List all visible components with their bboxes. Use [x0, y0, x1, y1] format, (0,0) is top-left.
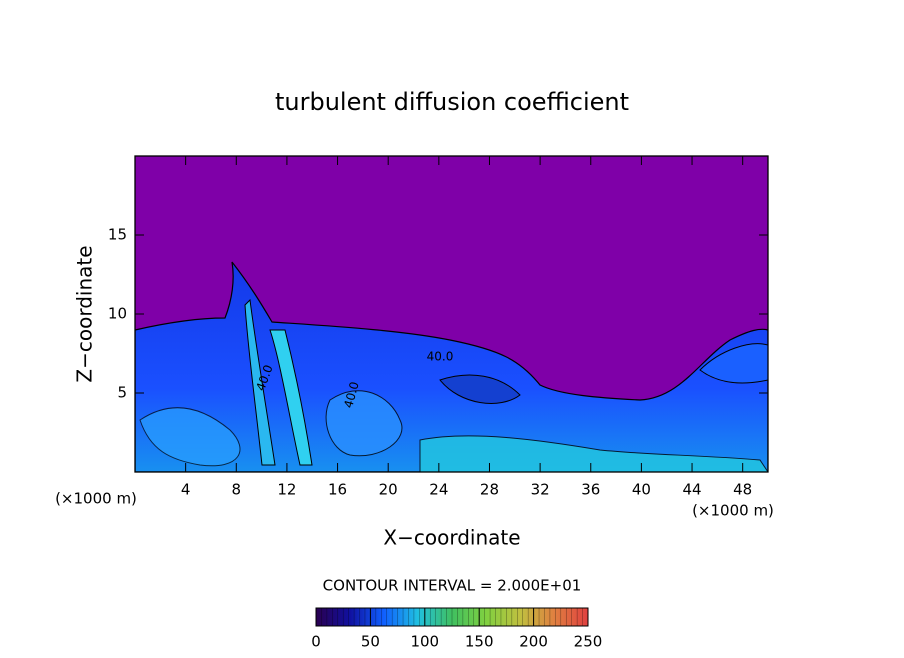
- x-tick-label: 40: [632, 481, 651, 499]
- x-tick-label: 12: [277, 481, 296, 499]
- x-unit-label: (×1000 m): [692, 502, 774, 520]
- x-tick-label: 48: [733, 481, 752, 499]
- colorbar-tick-label: 100: [410, 633, 439, 651]
- colorbar-tick-label: 200: [519, 633, 548, 651]
- field: [135, 156, 768, 472]
- field-blob: [419, 435, 768, 472]
- colorbar-tick-label: 250: [574, 633, 603, 651]
- contour-label: 40.0: [341, 380, 361, 409]
- x-tick-label: 24: [429, 481, 448, 499]
- x-tick-label: 28: [480, 481, 499, 499]
- contour-label: 40.0: [427, 350, 454, 364]
- field-blob: [699, 343, 768, 384]
- field-blob: [139, 407, 241, 467]
- x-tick-label: 36: [581, 481, 600, 499]
- contour-interval: CONTOUR INTERVAL = 2.000E+01: [323, 577, 582, 595]
- field-blob: [244, 298, 276, 466]
- y-tick-label: 15: [108, 226, 127, 244]
- x-axis-title: X−coordinate: [383, 526, 520, 550]
- chart-title: turbulent diffusion coefficient: [275, 88, 629, 116]
- colorbar-tick-label: 150: [465, 633, 494, 651]
- x-tick-label: 16: [328, 481, 347, 499]
- y-tick-label: 5: [117, 384, 127, 402]
- field-blob: [439, 374, 521, 404]
- x-tick-label: 8: [232, 481, 242, 499]
- x-unit-label: (×1000 m): [55, 490, 137, 508]
- field-blob: [325, 390, 403, 457]
- x-tick-label: 4: [181, 481, 191, 499]
- y-tick-label: 10: [108, 305, 127, 323]
- field-blob: [269, 329, 313, 466]
- colorbar-tick-label: 50: [361, 633, 380, 651]
- y-axis-title: Z−coordinate: [73, 245, 97, 382]
- colorbar-tick-label: 0: [311, 633, 321, 651]
- x-tick-label: 20: [379, 481, 398, 499]
- x-tick-label: 44: [682, 481, 701, 499]
- x-tick-label: 32: [531, 481, 550, 499]
